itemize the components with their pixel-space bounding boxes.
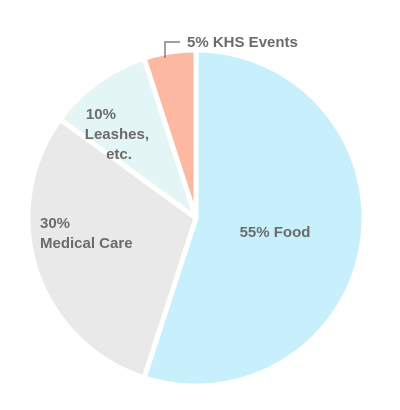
slice-label-food: 55% Food	[240, 224, 311, 241]
pie-slice-leashes-etc	[57, 55, 199, 221]
slice-label-medical-care: 30% Medical Care	[40, 215, 133, 252]
slice-label-leashes: 10% Leashes, etc.	[85, 106, 153, 163]
slice-label-food-line-1: 55% Food	[240, 224, 311, 241]
slice-label-khs-events-line-1: 5% KHS Events	[187, 34, 298, 51]
pie-slice-medical-care	[25, 116, 199, 381]
slice-label-leashes-line-2: Leashes,	[85, 126, 149, 143]
slice-label-leashes-line-1: 10%	[86, 106, 116, 123]
slice-label-medical-care-line-1: 30%	[40, 215, 70, 232]
callout-line-khs-events	[164, 41, 180, 58]
slice-label-khs-events: 5% KHS Events	[187, 34, 298, 51]
slice-label-leashes-line-3: etc.	[106, 146, 132, 163]
pie-slice-khs-events	[141, 47, 199, 221]
slice-label-medical-care-line-2: Medical Care	[40, 235, 133, 252]
pie-slices	[25, 47, 367, 389]
pie-slice-food	[141, 47, 367, 389]
